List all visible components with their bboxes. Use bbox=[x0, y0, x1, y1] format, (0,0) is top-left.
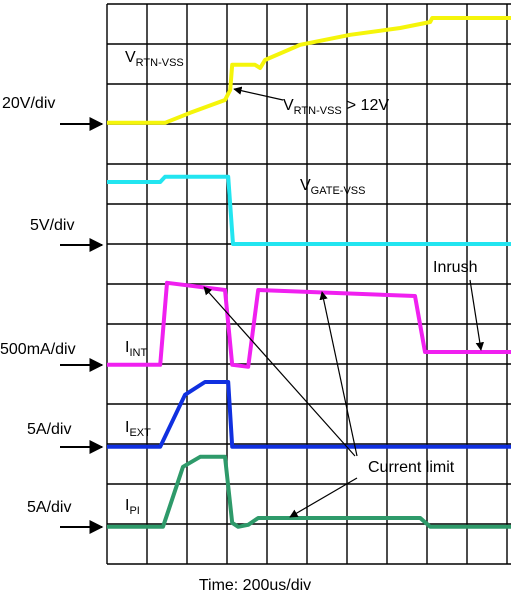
trace-label-sub: PI bbox=[129, 505, 139, 517]
x-axis-label: Time: 200us/div bbox=[199, 577, 311, 594]
pointer-arrow bbox=[289, 477, 358, 518]
threshold-label: VRTN-VSS > 12V bbox=[283, 97, 389, 117]
trace-label: VRTN-VSS bbox=[125, 49, 184, 69]
trace-label-sub: EXT bbox=[129, 427, 151, 439]
trace-label: VGATE-VSS bbox=[300, 177, 365, 197]
trace bbox=[107, 380, 511, 449]
scale-label: 5V/div bbox=[30, 217, 74, 234]
trace-label: IPI bbox=[125, 497, 140, 517]
trace-label: IEXT bbox=[125, 419, 151, 439]
trace bbox=[107, 16, 511, 125]
trace-label-main: V bbox=[300, 177, 311, 194]
labels: VRTN-VSS > 12V Current limit Inrush Time:… bbox=[0, 49, 484, 594]
pointer-arrow bbox=[469, 279, 484, 351]
scale-label: 20V/div bbox=[2, 95, 55, 112]
trace bbox=[107, 454, 511, 529]
trace bbox=[107, 174, 511, 246]
scale-label: 500mA/div bbox=[0, 341, 76, 358]
pointer-arrow bbox=[203, 286, 356, 457]
pointer-arrow bbox=[233, 86, 284, 101]
trace-label-sub: RTN-VSS bbox=[136, 57, 184, 69]
scale-label: 5A/div bbox=[27, 421, 71, 438]
trace-label-main: I bbox=[125, 339, 129, 356]
trace-label-main: I bbox=[125, 419, 129, 436]
traces bbox=[107, 16, 511, 529]
trace-label: IINT bbox=[125, 339, 147, 359]
inrush-label: Inrush bbox=[433, 259, 477, 276]
scale-label: 5A/div bbox=[27, 499, 71, 516]
trace-label-main: I bbox=[125, 497, 129, 514]
trace-label-main: V bbox=[125, 49, 136, 66]
pointer-arrow bbox=[319, 291, 358, 457]
current-limit-label: Current limit bbox=[368, 459, 455, 476]
trace bbox=[107, 280, 511, 369]
trace-label-sub: INT bbox=[129, 347, 147, 359]
trace-label-sub: GATE-VSS bbox=[311, 185, 366, 197]
